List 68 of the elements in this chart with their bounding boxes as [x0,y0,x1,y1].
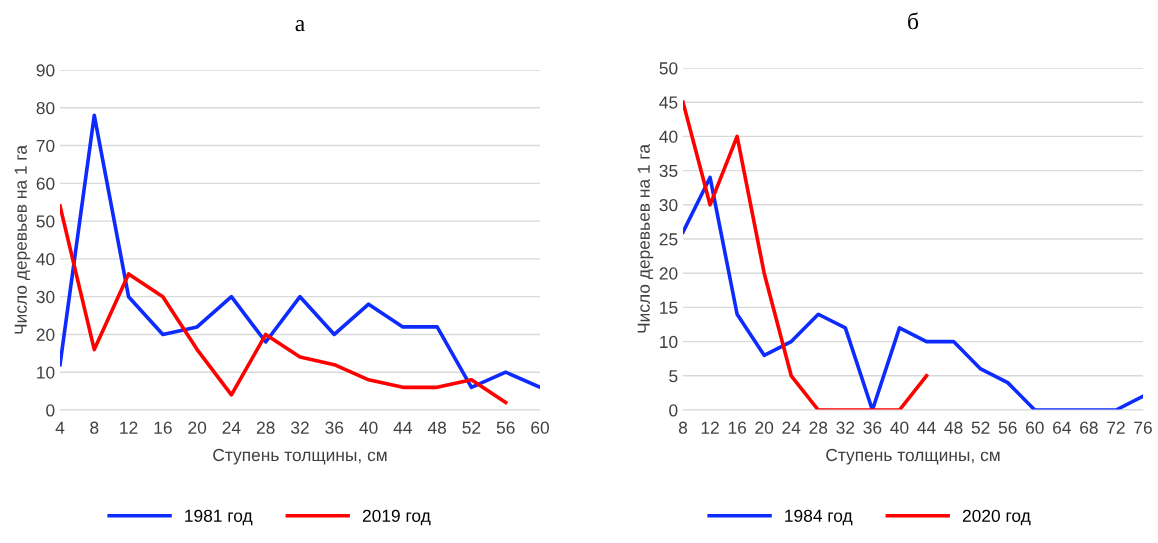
x-axis-title: Ступень толщины, см [826,448,1000,465]
y-tick-label: 20 [659,267,678,280]
x-tick-label: 56 [998,421,1017,434]
y-tick-label: 5 [669,370,678,383]
x-tick-label: 16 [154,421,172,434]
x-tick-label: 20 [755,421,774,434]
y-tick-label: 30 [659,198,678,212]
x-tick-label: 24 [222,421,241,434]
x-tick-label: 40 [359,421,378,434]
x-tick-label: 44 [917,421,936,434]
y-tick-label: 20 [36,328,55,341]
x-tick-label: 28 [809,421,828,434]
x-tick-label: 8 [678,421,688,434]
x-tick-label: 16 [728,421,747,434]
y-tick-label: 15 [660,301,678,314]
y-tick-label: 10 [37,366,55,379]
x-axis-title: Ступень толщины, см [213,448,387,465]
x-tick-label: 32 [291,421,309,434]
y-tick-label: 30 [36,290,55,304]
y-tick-label: 80 [36,101,55,115]
y-tick-label: 25 [659,233,678,246]
x-tick-label: 12 [120,421,138,434]
x-tick-label: 52 [971,421,990,434]
x-tick-label: 48 [427,421,447,434]
y-tick-label: 35 [659,164,678,178]
x-tick-label: 44 [393,421,413,434]
y-tick-label: 10 [660,335,678,349]
y-tick-label: 50 [659,62,678,75]
x-tick-label: 68 [1080,421,1098,434]
chart-title: б [908,12,919,30]
x-tick-label: 72 [1107,421,1125,434]
x-tick-label: 36 [325,421,344,434]
x-tick-label: 20 [188,421,207,434]
y-tick-label: 45 [659,96,678,109]
y-tick-label: 90 [36,64,55,77]
x-tick-label: 36 [863,421,882,434]
line-series [60,113,540,390]
x-tick-label: 56 [496,421,515,434]
y-tick-label: 0 [669,404,678,417]
y-tick-label: 40 [36,253,55,266]
y-tick-label: 0 [46,404,55,417]
x-tick-label: 60 [531,421,549,434]
y-tick-label: 40 [659,130,678,143]
legend-label: 1981 год [185,509,253,526]
x-tick-label: 12 [701,421,719,434]
x-tick-label: 52 [462,421,481,434]
x-tick-label: 40 [890,421,909,434]
x-tick-label: 32 [836,421,855,434]
x-tick-label: 48 [944,421,963,434]
x-tick-label: 76 [1134,421,1152,434]
y-tick-label: 50 [36,215,55,228]
legend-label: 1984 год [785,509,853,526]
y-axis-title: Число деревьев на 1 га [14,145,31,334]
x-tick-label: 8 [90,421,99,434]
chart-title: а [295,20,305,32]
line-series [683,100,929,410]
line-series [683,175,1143,410]
y-tick-label: 60 [36,177,55,190]
x-tick-label: 64 [1053,421,1071,434]
y-axis-title: Число деревьев на 1 га [637,144,654,333]
x-tick-label: 4 [55,421,65,434]
line-series [60,204,508,405]
y-tick-label: 70 [36,139,55,153]
x-tick-label: 28 [256,421,275,434]
legend-label: 2020 год [962,509,1031,526]
legend-label: 2019 год [362,509,431,526]
x-tick-label: 24 [782,421,801,434]
x-tick-label: 60 [1025,421,1044,434]
